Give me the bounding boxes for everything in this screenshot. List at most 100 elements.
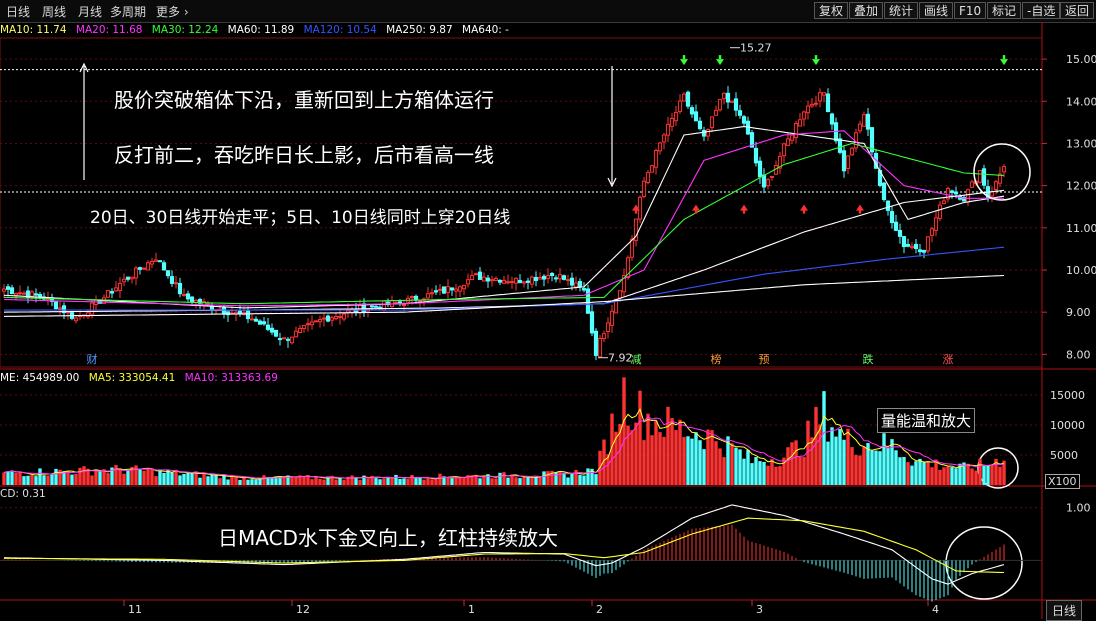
candle-body: [9, 287, 15, 295]
sell-arrow-icon: [1000, 59, 1008, 66]
candle-body: [549, 272, 555, 276]
volume-bar: [510, 474, 514, 485]
volume-bar: [478, 478, 482, 485]
volume-bar: [298, 475, 302, 485]
candle-body: [845, 155, 851, 169]
tab-daily[interactable]: 日线: [6, 5, 31, 19]
ma-legend: MA10: 11.74 MA20: 11.68 MA30: 12.24 MA60…: [0, 24, 515, 38]
candle-body: [225, 311, 231, 316]
volume-bar: [738, 449, 742, 485]
volume-bar: [378, 479, 382, 485]
volume-bar: [426, 478, 430, 485]
tab-monthly[interactable]: 月线: [78, 5, 103, 19]
tab-multi-period[interactable]: 多周期: [110, 5, 147, 19]
candle-body: [397, 301, 403, 304]
candle-body: [293, 330, 299, 338]
overlay-button[interactable]: 叠加: [849, 2, 884, 19]
candle-body: [629, 238, 635, 258]
volume-bar: [674, 430, 678, 485]
candle-body: [497, 279, 503, 283]
volume-bar: [26, 475, 30, 485]
volume-bar: [106, 473, 110, 485]
volume-bar: [858, 455, 862, 485]
volume-bar: [926, 460, 930, 485]
volume-bar: [66, 470, 70, 485]
candle-body: [605, 322, 611, 332]
candle-body: [449, 287, 455, 291]
candle-body: [601, 333, 607, 340]
volume-bar: [230, 475, 234, 485]
custom-select-button[interactable]: -自选: [1022, 2, 1061, 19]
mark-button[interactable]: 标记: [987, 2, 1022, 19]
volume-bar: [502, 472, 506, 485]
event-tag: 榜: [711, 352, 722, 366]
candle-body: [169, 276, 175, 284]
volume-bar: [282, 477, 286, 485]
volume-bar: [710, 430, 714, 485]
candle-body: [125, 276, 131, 280]
volume-bar: [442, 476, 446, 485]
ma120-legend: MA120: 10.54: [303, 24, 377, 36]
buy-arrow-icon: [858, 209, 862, 214]
volume-bar: [654, 420, 658, 485]
volume-bar: [86, 468, 90, 485]
x-axis-label: 1: [468, 603, 475, 616]
candle-body: [829, 113, 835, 125]
volume-bar: [966, 463, 970, 485]
candle-body: [805, 105, 811, 114]
volume-bar: [330, 475, 334, 485]
event-tag: 财: [87, 352, 98, 366]
candle-body: [881, 182, 887, 201]
buy-arrow-icon: [632, 204, 640, 211]
back-button[interactable]: 返回: [1060, 2, 1095, 19]
volume-bar: [998, 466, 1002, 485]
candle-body: [569, 277, 575, 286]
volume-bar: [958, 463, 962, 485]
volume-bar: [854, 454, 858, 485]
candle-body: [981, 168, 987, 186]
sell-arrow-icon: [814, 55, 818, 60]
candle-body: [709, 116, 715, 128]
sell-arrow-icon: [1002, 55, 1006, 60]
draw-line-button[interactable]: 画线: [919, 2, 954, 19]
price-tick-label: 11.00: [1066, 222, 1096, 235]
candle-body: [921, 249, 927, 253]
volume-bar: [346, 476, 350, 485]
volume-bar: [978, 458, 982, 485]
volume-bar: [810, 437, 814, 485]
candle-body: [285, 338, 291, 341]
chevron-right-icon: ›: [183, 5, 189, 19]
candle-body: [685, 91, 691, 107]
event-tag: 跌: [863, 352, 874, 366]
f10-button[interactable]: F10: [954, 2, 987, 19]
candle-body: [917, 249, 923, 253]
restore-rights-button[interactable]: 复权: [814, 2, 849, 19]
volume-bar: [6, 471, 10, 485]
candle-body: [741, 116, 747, 124]
volume-value-legend: ME: 454989.00: [0, 372, 80, 384]
volume-bar: [682, 437, 686, 485]
volume-bar: [638, 390, 642, 485]
candle-body: [281, 337, 287, 340]
volume-bar: [690, 438, 694, 485]
volume-bar: [450, 478, 454, 485]
candle-body: [693, 111, 699, 122]
candle-body: [113, 287, 119, 292]
period-label[interactable]: 日线: [1046, 600, 1083, 621]
statistics-button[interactable]: 统计: [884, 2, 919, 19]
buy-arrow-icon: [802, 209, 806, 214]
volume-bar: [134, 465, 138, 485]
candle-body: [701, 129, 707, 137]
candle-body: [409, 296, 415, 299]
candle-body: [129, 276, 135, 280]
volume-bar: [830, 427, 834, 485]
tab-weekly[interactable]: 周线: [42, 5, 67, 19]
candle-body: [489, 279, 495, 282]
volume-bar: [262, 475, 266, 485]
tab-more[interactable]: 更多 ›: [156, 3, 189, 20]
volume-bar: [266, 476, 270, 485]
volume-bar: [518, 478, 522, 485]
volume-bar: [882, 433, 886, 485]
volume-bar: [218, 478, 222, 485]
candle-body: [789, 134, 795, 141]
